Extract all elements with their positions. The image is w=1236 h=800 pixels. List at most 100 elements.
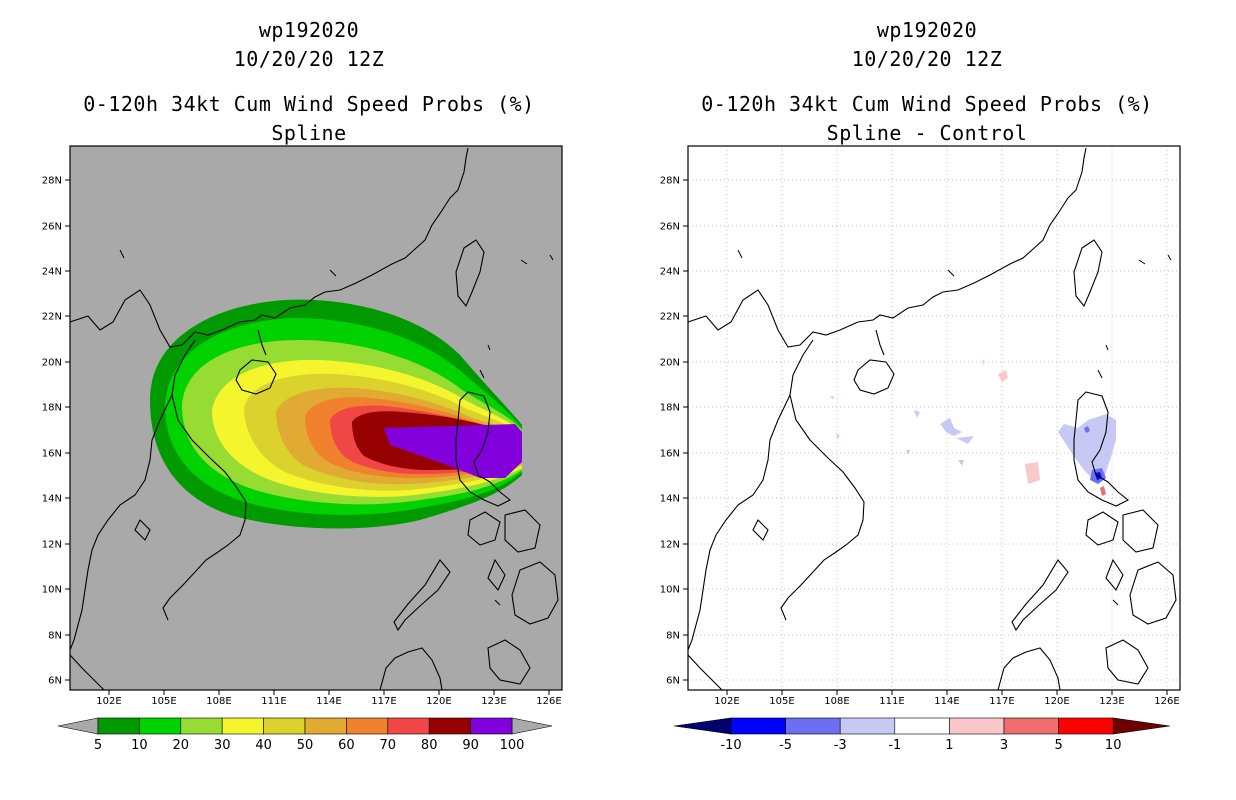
right-colorbar: -10 -5 -3 -1 1 3 5 10	[673, 717, 1171, 753]
colorbar-cell	[304, 717, 347, 735]
colorbar-cell	[1058, 717, 1114, 735]
lat-label: 8N	[48, 631, 62, 642]
lat-label: 6N	[666, 676, 680, 687]
colorbar-label: 3	[1000, 738, 1008, 753]
right-map-svg: 28N 26N 24N 22N 20N 18N 16N 14N 12N 10N 8N 6N 102E 1…	[660, 145, 1181, 753]
lat-label: 22N	[660, 312, 680, 323]
diff-blob-luzon	[1058, 414, 1116, 480]
lat-label: 18N	[660, 403, 680, 414]
lat-label: 14N	[660, 494, 680, 505]
colorbar-label: 90	[462, 738, 479, 753]
lon-label: 114E	[316, 696, 341, 707]
diff-blob-pos-5	[836, 432, 840, 440]
lon-label: 123E	[481, 696, 506, 707]
lon-label: 120E	[426, 696, 451, 707]
lon-label: 105E	[769, 696, 794, 707]
colorbar-cell	[97, 717, 140, 735]
lon-label: 120E	[1044, 696, 1069, 707]
lon-label: 105E	[151, 696, 176, 707]
lat-label: 26N	[660, 222, 680, 233]
lat-label: 12N	[660, 540, 680, 551]
probability-contours	[150, 299, 522, 529]
colorbar-cell	[180, 717, 223, 735]
colorbar-label: 40	[255, 738, 272, 753]
left-map-frame	[69, 145, 563, 691]
diff-blob-pos-3	[982, 360, 984, 366]
colorbar-label: 10	[1105, 738, 1122, 753]
colorbar-high-arrow	[1112, 717, 1171, 735]
diff-blob-pos-2	[998, 370, 1008, 382]
lon-label: 123E	[1099, 696, 1124, 707]
left-product-title: 0-120h 34kt Cum Wind Speed Probs (%)	[83, 92, 535, 116]
colorbar-cell	[139, 717, 182, 735]
colorbar-label: 5	[94, 738, 102, 753]
colorbar-low-arrow	[673, 717, 732, 735]
left-datetime: 10/20/20 12Z	[233, 47, 385, 71]
lat-label: 20N	[42, 358, 62, 369]
colorbar-cell	[730, 717, 786, 735]
colorbar-label: -5	[779, 738, 792, 753]
lat-label: 8N	[666, 631, 680, 642]
colorbar-label: 5	[1054, 738, 1062, 753]
diff-blob-scs-4	[958, 460, 964, 466]
left-map-svg: 28N 26N 24N 22N 20N 18N 16N 14N 12N 10N 8N 6N 102E 1…	[42, 145, 563, 753]
lat-label: 24N	[660, 267, 680, 278]
lat-label: 10N	[42, 585, 62, 596]
lat-label: 18N	[42, 403, 62, 414]
diff-blob-scs-1	[940, 418, 962, 436]
diff-blob-scs-3	[914, 410, 920, 418]
colorbar-label: 1	[945, 738, 953, 753]
lon-label: 102E	[96, 696, 121, 707]
right-datetime: 10/20/20 12Z	[851, 47, 1003, 71]
colorbar-cell	[894, 717, 950, 735]
lat-label: 22N	[42, 312, 62, 323]
lat-label: 28N	[660, 176, 680, 187]
colorbar-cell	[785, 717, 841, 735]
lat-label: 16N	[660, 449, 680, 460]
right-storm-id: wp192020	[876, 18, 978, 42]
lon-label: 117E	[989, 696, 1014, 707]
left-colorbar: 5 10 20 30 40 50 60 70 80 90 100	[57, 717, 553, 753]
colorbar-cell	[839, 717, 896, 735]
lon-label: 102E	[714, 696, 739, 707]
colorbar-low-arrow	[57, 717, 99, 735]
lon-label: 126E	[536, 696, 561, 707]
lat-label: 26N	[42, 222, 62, 233]
lon-label: 108E	[824, 696, 849, 707]
colorbar-label: -1	[888, 738, 901, 753]
lat-label: 28N	[42, 176, 62, 187]
diff-blob-scs-2	[956, 436, 974, 444]
diff-blob-pos-4	[830, 396, 834, 400]
lon-label: 126E	[1154, 696, 1179, 707]
lat-label: 6N	[48, 676, 62, 687]
prob-band-100	[448, 426, 518, 476]
colorbar-cell	[263, 717, 306, 735]
colorbar-label: 100	[500, 738, 525, 753]
diff-dot-1	[1084, 426, 1090, 433]
diff-blob-scs-5	[906, 450, 910, 455]
colorbar-label: 80	[421, 738, 438, 753]
lon-label: 111E	[261, 696, 286, 707]
colorbar-cell	[346, 717, 389, 735]
colorbar-cell	[470, 717, 513, 735]
colorbar-label: 50	[297, 738, 314, 753]
right-difference-panel: wp192020 10/20/20 12Z 0-120h 34kt Cum Wi…	[618, 0, 1236, 800]
lat-label: 24N	[42, 267, 62, 278]
diff-blob-pos-1	[1025, 462, 1040, 484]
lat-label: 10N	[660, 585, 680, 596]
colorbar-cell	[387, 717, 430, 735]
colorbar-cell	[221, 717, 264, 735]
lat-label: 12N	[42, 540, 62, 551]
lon-label: 111E	[879, 696, 904, 707]
left-subtitle: Spline	[271, 121, 347, 145]
colorbar-cell	[1003, 717, 1059, 735]
right-subtitle: Spline - Control	[826, 121, 1028, 145]
right-map-frame	[687, 145, 1181, 691]
lon-label: 114E	[934, 696, 959, 707]
lon-label: 108E	[206, 696, 231, 707]
colorbar-cell	[949, 717, 1005, 735]
colorbar-high-arrow	[511, 717, 553, 735]
lat-label: 14N	[42, 494, 62, 505]
colorbar-label: 70	[380, 738, 397, 753]
lon-label: 117E	[371, 696, 396, 707]
